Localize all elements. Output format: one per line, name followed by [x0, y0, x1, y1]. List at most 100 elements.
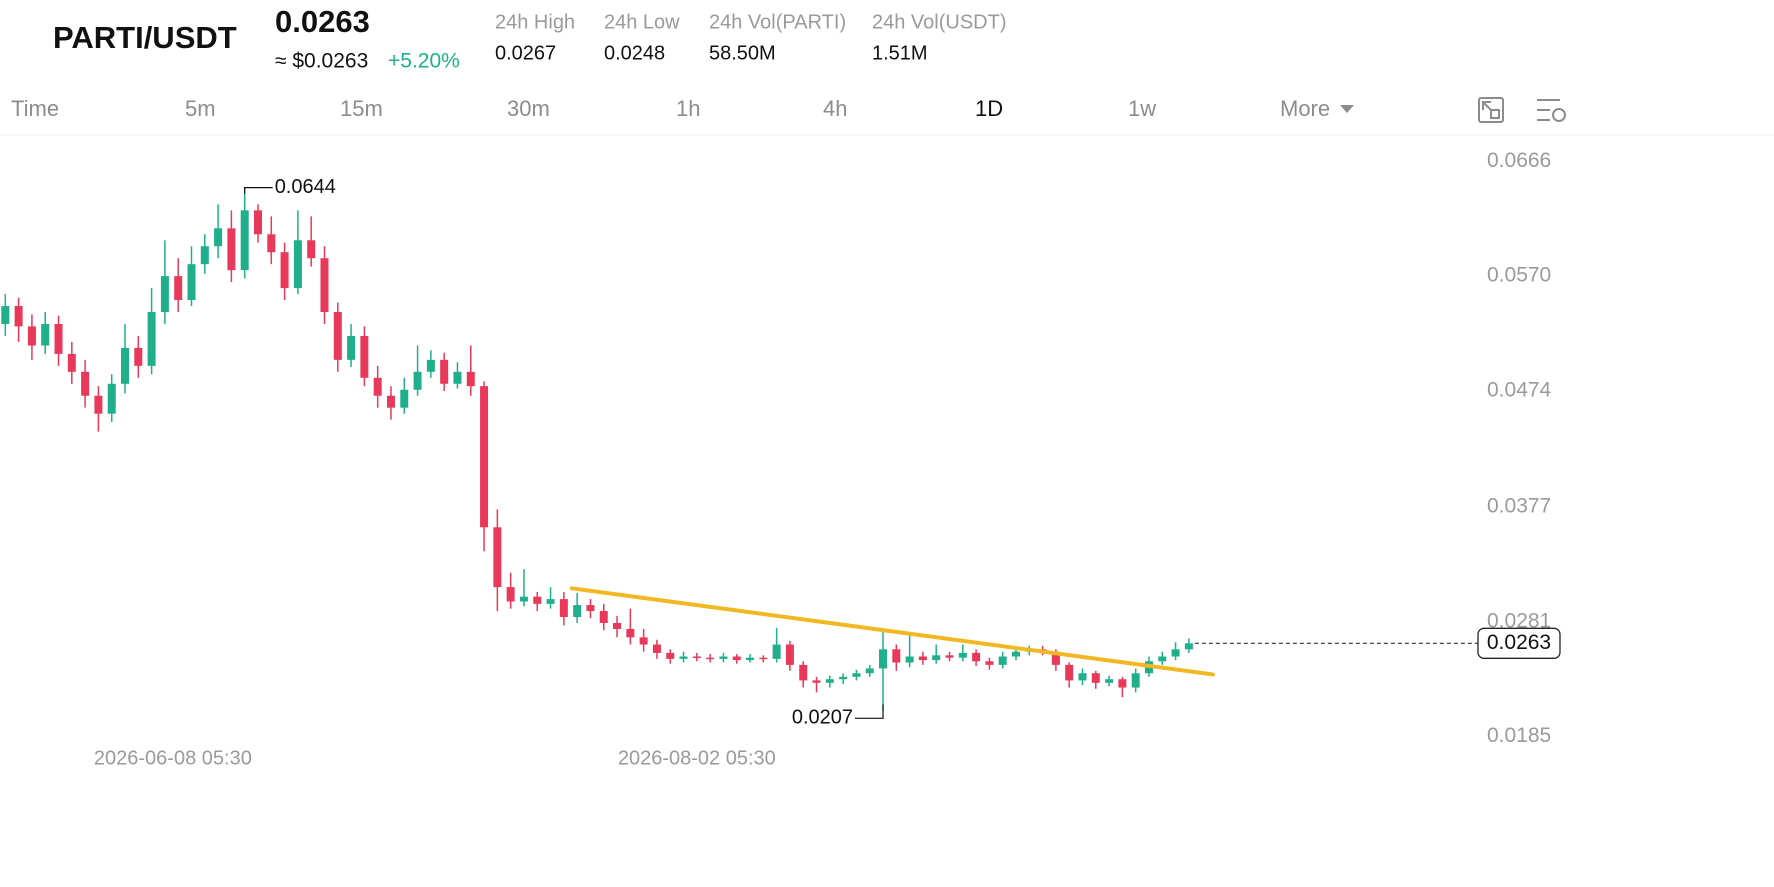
- stat-label: 24h Vol(USDT): [872, 11, 1007, 33]
- candle-body: [599, 611, 608, 623]
- candle-body: [200, 246, 209, 265]
- last-price: 0.0263: [275, 4, 370, 39]
- candle-body: [453, 371, 462, 384]
- candle-body: [280, 252, 289, 289]
- candle-body: [998, 656, 1007, 665]
- timeframe-tab[interactable]: 1h: [676, 96, 700, 121]
- usd-price: ≈ $0.0263: [275, 50, 368, 73]
- timeframe-tab[interactable]: 15m: [340, 96, 383, 121]
- candle-body: [54, 323, 63, 354]
- candle-body: [386, 395, 395, 408]
- stat-label: 24h Vol(PARTI): [709, 11, 846, 33]
- timeframe-tab[interactable]: 1w: [1128, 96, 1156, 121]
- candle-body: [506, 587, 515, 602]
- candle-body: [81, 371, 90, 396]
- candle-body: [1171, 649, 1180, 657]
- candle-body: [214, 228, 223, 247]
- candle-body: [27, 326, 36, 346]
- stat-label: 24h Low: [604, 11, 680, 33]
- candle-body: [932, 655, 941, 661]
- candle-body: [347, 335, 356, 360]
- candle-body: [94, 395, 103, 414]
- candle-body: [1078, 673, 1087, 681]
- candle-body: [1051, 651, 1060, 665]
- candle-body: [573, 605, 582, 618]
- candle-body: [613, 623, 622, 629]
- candle-body: [799, 664, 808, 681]
- high-label: 0.0644: [275, 176, 336, 198]
- candle-body: [333, 312, 342, 360]
- candle-body: [972, 652, 981, 662]
- candle-body: [905, 656, 914, 663]
- candle-body: [546, 599, 555, 604]
- y-tick-label: 0.0185: [1487, 724, 1551, 747]
- candle-body: [147, 312, 156, 366]
- candle-body: [440, 359, 449, 384]
- chart: 0.0666 0.0570 0.0474 0.0377 0.0281 0.0185 2026…: [1, 149, 1561, 769]
- candle-body: [307, 240, 316, 259]
- timeframe-tab[interactable]: 4h: [823, 96, 847, 121]
- candle-body: [293, 240, 302, 289]
- stat-label: 24h High: [495, 11, 575, 33]
- timeframe-tab[interactable]: More: [1280, 96, 1330, 121]
- dropdown-arrow[interactable]: [1340, 105, 1354, 113]
- candle-body: [785, 644, 794, 665]
- timeframe-tab[interactable]: 5m: [185, 96, 216, 121]
- x-tick-label: 2026-06-08 05:30: [94, 747, 252, 769]
- timeframe-tab[interactable]: 1D: [975, 96, 1003, 121]
- candle-body: [466, 371, 475, 387]
- settings-icon[interactable]: [1537, 99, 1566, 122]
- candle-body: [519, 596, 528, 602]
- stat-value: 0.0267: [495, 42, 556, 64]
- candle-body: [160, 276, 169, 313]
- candle-body: [852, 673, 861, 677]
- stat-value: 58.50M: [709, 42, 776, 64]
- candle-body: [892, 649, 901, 663]
- candle-body: [187, 264, 196, 301]
- y-tick-label: 0.0281: [1487, 609, 1551, 632]
- candle-body: [586, 605, 595, 612]
- layout-icon[interactable]: [1478, 97, 1504, 123]
- price-change: +5.20%: [388, 50, 460, 73]
- trend-line: [569, 586, 1215, 677]
- candle-body: [1184, 643, 1193, 650]
- candle-body: [958, 652, 967, 658]
- stat-value: 0.0248: [604, 42, 665, 64]
- candle-body: [493, 527, 502, 588]
- candle-body: [1011, 651, 1020, 657]
- candle-body: [14, 306, 23, 327]
- candle-body: [121, 347, 130, 384]
- candle-body: [1091, 673, 1100, 683]
- candle-body: [706, 657, 715, 660]
- candle-body: [679, 656, 688, 659]
- timeframe-tabs: Time 5m 15m 30m 1h 4h 1D 1w More: [11, 96, 1330, 121]
- candle-body: [253, 210, 262, 235]
- candle-body: [320, 258, 329, 313]
- candle-body: [240, 210, 249, 271]
- y-tick-label: 0.0377: [1487, 495, 1551, 518]
- candle-body: [626, 628, 635, 638]
- timeframe-tab[interactable]: 30m: [507, 96, 550, 121]
- candle-body: [480, 386, 489, 528]
- candle-body: [918, 656, 927, 661]
- candle-body: [533, 596, 542, 604]
- candle-body: [1105, 679, 1114, 683]
- stat-value: 1.51M: [872, 42, 928, 64]
- candle-body: [1158, 656, 1167, 662]
- y-tick-label: 0.0666: [1487, 149, 1551, 172]
- timeframe-tab[interactable]: Time: [11, 96, 59, 121]
- candle-body: [692, 656, 701, 658]
- candle-body: [732, 656, 741, 661]
- candle-body: [985, 661, 994, 665]
- candle-body: [772, 644, 781, 659]
- pair-name: PARTI/USDT: [53, 20, 237, 55]
- stats: 24h High 0.0267 24h Low 0.0248 24h Vol(PARTI…: [495, 11, 1007, 64]
- high-marker-line: [244, 187, 273, 194]
- candle-body: [426, 359, 435, 372]
- candle-body: [174, 276, 183, 301]
- candle-body: [746, 657, 755, 661]
- candle-body: [719, 656, 728, 659]
- candle-body: [559, 599, 568, 618]
